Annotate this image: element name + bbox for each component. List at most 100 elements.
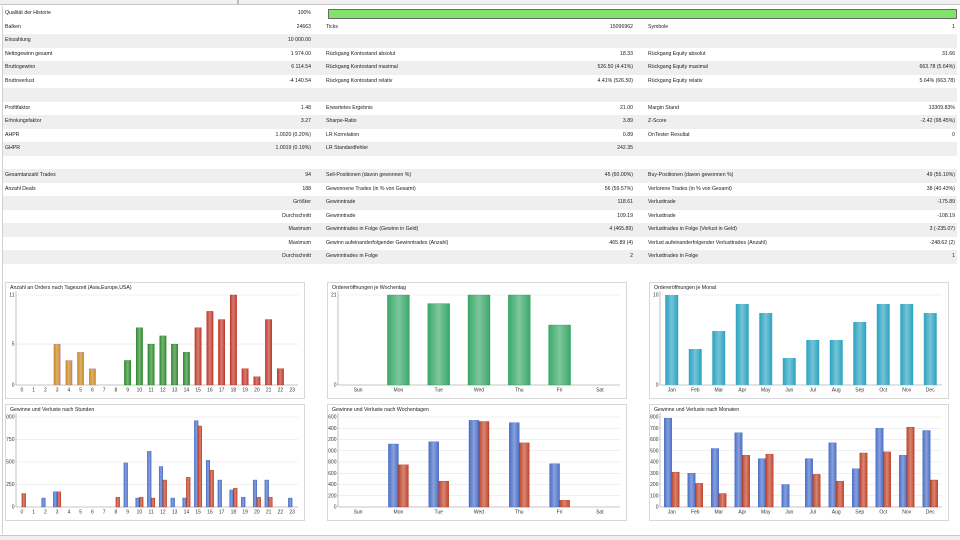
y-tick-label: 5 (12, 342, 15, 348)
bar-series-1 (268, 496, 273, 508)
report-cell-c2 (178, 88, 311, 102)
bar-series-0 (229, 489, 234, 508)
report-cell-c1: Anzahl Deals (5, 185, 36, 192)
report-cell-c1r: Größter (293, 199, 311, 205)
chart-orders-by-hour: 0 5 11 0 1 2 3 4 5 6 7 8 9 10 11 12 13 14 15 16 17 18 19 20 21 22… (5, 282, 305, 399)
report-cell-c2: 10 000.00 (287, 37, 311, 43)
report-cell-c1: GHPR (5, 145, 20, 151)
x-tick-label: Jul (810, 388, 816, 394)
bar-series-0 (711, 448, 719, 508)
report-cell-c5: Verlorene Trades (in % von Gesamt) (648, 185, 732, 192)
x-tick-label: 6 (91, 388, 94, 394)
bar (829, 340, 843, 385)
report-row: Gewinntrades in Folge 2 Verlusttrades in F… (3, 250, 957, 264)
chart-orders-by-weekday: 0 21 Sun Mon Tue Wed Thu Fri Sat Ordereröffnunge… (327, 282, 627, 399)
report-cell-c3: Sell-Positionen (davon gewonnen %) (326, 172, 412, 178)
bar (218, 319, 226, 386)
report-cell-c4: 526.50 (4.41%) (597, 64, 633, 70)
chart-title: Gewinne und Verluste nach Stunden (10, 407, 95, 413)
quality-progress-bar (328, 8, 957, 19)
x-tick-label: 0 (20, 510, 23, 516)
report-cell-c5: OnTester Resultat (648, 131, 690, 138)
x-tick-label: 22 (278, 510, 284, 516)
report-cell-c2: -4 140.54 (289, 77, 311, 84)
bar (159, 335, 167, 386)
x-tick-label: 12 (160, 388, 166, 394)
report-row: Gewinntrade 118.61 Verlusttrade -175.89 Größ… (3, 196, 957, 210)
bar-series-1 (930, 479, 938, 508)
quality-value: 100% (297, 10, 311, 16)
report-cell-c5: Verlusttrades in Folge (648, 253, 699, 259)
bar (53, 343, 61, 386)
report-cell-c6: 663.78 (5.64%) (919, 64, 955, 70)
bar-series-0 (828, 442, 837, 508)
report-cell-c5: Verlusttrades in Folge (Verlust in Geld) (648, 226, 737, 232)
report-cell-c5: Verlusttrade (648, 212, 676, 219)
x-tick-label: 15 (195, 388, 201, 394)
report-cell-c6: 5.64% (663.78) (919, 77, 955, 84)
bar-series-0 (549, 463, 560, 508)
report-cell-c1: Bruttoverlust (5, 77, 35, 84)
x-tick-label: 18 (231, 388, 237, 394)
report-row: Balken 24663 Ticks 15096962 Symbole 1 (3, 21, 957, 35)
report-cell-c4: 3.89 (622, 118, 633, 124)
report-row: Gewinn aufeinanderfolgender Gewinntrades… (3, 237, 957, 251)
bar-series-1 (209, 469, 214, 508)
x-tick-label: 5 (79, 510, 82, 516)
x-tick-label: 1 (32, 510, 35, 516)
chart-orders-by-month: 0 10 Jan Feb Mar Apr May Jun Jul Aug Sep Oct Nov Dec … (649, 282, 949, 399)
x-tick-label: 6 (91, 510, 94, 516)
report-cell-c6: 38 (40.43%) (926, 185, 955, 192)
chart-pl-by-month-svg: 0 100 200 300 400 500 600 700 800 Jan Feb Mar Apr May… (650, 413, 942, 516)
bar-series-0 (875, 428, 884, 508)
bar (241, 368, 249, 386)
bar-series-1 (765, 453, 774, 508)
bar (387, 294, 410, 386)
report-cell-c5: Margin Stand (648, 104, 679, 111)
y-tick-label: 21 (331, 293, 337, 299)
report-cell-c6: -248.62 (2) (929, 239, 955, 246)
report-cell-c6: 13309.83% (928, 104, 955, 111)
toolbar-segment[interactable] (0, 0, 238, 5)
report-cell-c3: Gewinntrades in Folge (Gewinn in Geld) (326, 226, 419, 232)
report-cell-c4: 4.41% (526.50) (597, 77, 633, 84)
report-row: AHPR 1.0020 (0.20%) LR Korrelation 0.89 OnTe… (3, 129, 957, 143)
bar-series-1 (836, 480, 844, 508)
report-cell-c1: Einzahlung (5, 37, 31, 43)
report-cell-c1: Bruttogewinn (5, 64, 36, 70)
x-tick-label: 9 (126, 388, 129, 394)
report-cell-c4: 2 (630, 253, 633, 259)
bar-series-0 (734, 432, 743, 508)
bar (735, 304, 749, 385)
report-cell-c6 (793, 34, 955, 48)
y-tick-label: 0 (12, 505, 15, 511)
x-tick-label: Jul (810, 510, 816, 516)
bar (853, 322, 867, 385)
bar (688, 349, 702, 385)
x-tick-label: Wed (474, 510, 484, 516)
chart-title: Gewinne und Verluste nach Monaten (654, 407, 740, 413)
bar-series-0 (687, 473, 696, 508)
report-cell-c1 (5, 88, 175, 102)
bar-series-0 (758, 458, 766, 508)
x-tick-label: Mon (394, 388, 404, 394)
bar-series-0 (158, 466, 164, 508)
x-tick-label: 3 (56, 388, 59, 394)
report-cell-c4: 465.89 (4) (609, 239, 633, 246)
report-cell-c2: 1.0020 (0.20%) (275, 131, 311, 138)
report-cell-c2: 24663 (296, 23, 311, 30)
x-tick-label: May (761, 510, 771, 516)
report-row: Bruttoverlust -4 140.54 Rückgang Kontostan… (3, 75, 957, 89)
report-cell-c5: Z-Score (648, 118, 667, 124)
bar-series-1 (519, 442, 530, 508)
bar-series-0 (147, 451, 152, 508)
bar-series-1 (197, 425, 203, 508)
report-cell-c6 (793, 88, 955, 102)
bar-series-0 (468, 420, 480, 508)
x-tick-label: Feb (691, 388, 700, 394)
report-cell-c4: 15096962 (609, 23, 633, 30)
y-tick-label: 600 (328, 471, 337, 477)
bar-series-0 (664, 417, 672, 508)
bar-series-0 (194, 420, 199, 508)
x-tick-label: 12 (160, 510, 166, 516)
